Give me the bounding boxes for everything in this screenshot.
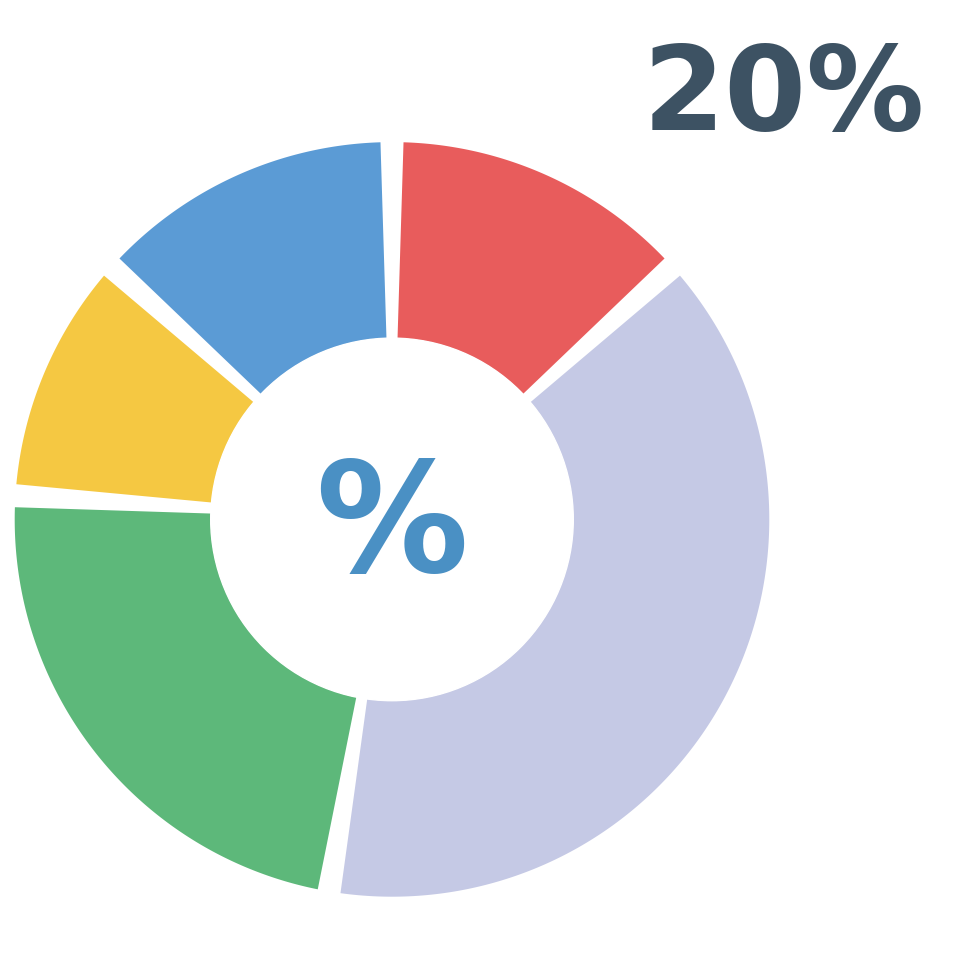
Polygon shape bbox=[17, 275, 254, 503]
Polygon shape bbox=[120, 142, 386, 394]
Circle shape bbox=[211, 338, 573, 701]
Polygon shape bbox=[15, 508, 357, 889]
Polygon shape bbox=[398, 142, 664, 394]
Text: 20%: 20% bbox=[643, 40, 925, 156]
Text: %: % bbox=[316, 455, 468, 604]
Polygon shape bbox=[340, 275, 769, 897]
